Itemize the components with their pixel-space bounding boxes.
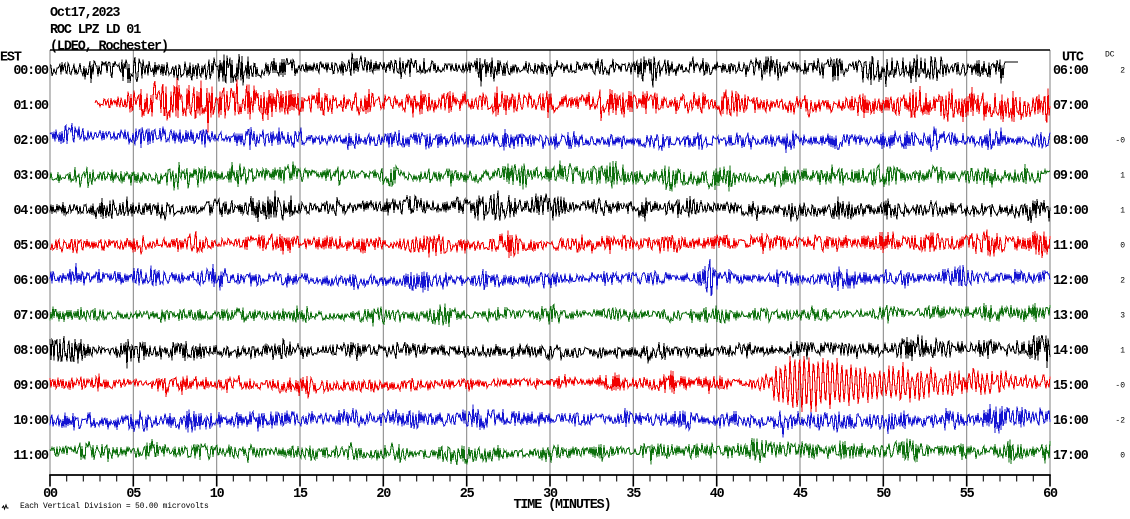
svg-text:EST: EST xyxy=(0,51,22,66)
svg-text:15: 15 xyxy=(293,487,308,502)
svg-text:1: 1 xyxy=(1120,207,1125,216)
svg-text:09:00: 09:00 xyxy=(1053,169,1089,184)
svg-text:11:00: 11:00 xyxy=(13,449,49,464)
svg-text:04:00: 04:00 xyxy=(13,204,49,219)
svg-text:55: 55 xyxy=(960,487,975,502)
svg-text:25: 25 xyxy=(460,487,475,502)
svg-text:Oct17,2023: Oct17,2023 xyxy=(50,6,120,21)
svg-text:05:00: 05:00 xyxy=(13,239,49,254)
svg-text:17:00: 17:00 xyxy=(1053,449,1089,464)
svg-text:10: 10 xyxy=(210,487,225,502)
svg-text:01:00: 01:00 xyxy=(13,99,49,114)
svg-text:-0: -0 xyxy=(1115,137,1125,146)
svg-text:12:00: 12:00 xyxy=(1053,274,1089,289)
svg-text:1: 1 xyxy=(1120,172,1125,181)
svg-text:2: 2 xyxy=(1120,67,1125,76)
svg-text:05: 05 xyxy=(126,487,141,502)
svg-text:09:00: 09:00 xyxy=(13,379,49,394)
svg-text:16:00: 16:00 xyxy=(1053,414,1089,429)
svg-text:00:00: 00:00 xyxy=(13,64,49,79)
svg-text:35: 35 xyxy=(626,487,641,502)
svg-text:06:00: 06:00 xyxy=(1053,64,1089,79)
svg-text:13:00: 13:00 xyxy=(1053,309,1089,324)
svg-text:02:00: 02:00 xyxy=(13,134,49,149)
svg-text:11:00: 11:00 xyxy=(1053,239,1089,254)
svg-text:30: 30 xyxy=(543,487,558,502)
svg-text:07:00: 07:00 xyxy=(1053,99,1089,114)
svg-text:15:00: 15:00 xyxy=(1053,379,1089,394)
svg-text:06:00: 06:00 xyxy=(13,274,49,289)
svg-text:10:00: 10:00 xyxy=(13,414,49,429)
svg-text:07:00: 07:00 xyxy=(13,309,49,324)
svg-text:3: 3 xyxy=(1120,312,1125,321)
svg-text:2: 2 xyxy=(1120,277,1125,286)
svg-text:UTC: UTC xyxy=(1062,51,1084,66)
svg-text:1: 1 xyxy=(1120,347,1125,356)
svg-text:00: 00 xyxy=(43,487,58,502)
svg-text:08:00: 08:00 xyxy=(1053,134,1089,149)
svg-text:03:00: 03:00 xyxy=(13,169,49,184)
svg-text:40: 40 xyxy=(710,487,725,502)
svg-text:08:00: 08:00 xyxy=(13,344,49,359)
svg-text:Each Vertical Division = 50.0: Each Vertical Division = 50.00 microvolt… xyxy=(20,502,209,511)
svg-text:(LDEO, Rochester): (LDEO, Rochester) xyxy=(50,40,168,55)
svg-text:0: 0 xyxy=(1120,242,1125,251)
svg-text:14:00: 14:00 xyxy=(1053,344,1089,359)
svg-text:45: 45 xyxy=(793,487,808,502)
svg-text:DC: DC xyxy=(1105,51,1115,60)
svg-text:60: 60 xyxy=(1043,487,1058,502)
svg-text:-0: -0 xyxy=(1115,382,1125,391)
svg-text:0: 0 xyxy=(1120,452,1125,461)
svg-text:20: 20 xyxy=(376,487,391,502)
svg-text:ROC LPZ LD 01: ROC LPZ LD 01 xyxy=(50,23,141,38)
svg-text:TIME (MINUTES): TIME (MINUTES) xyxy=(513,498,610,513)
svg-text:10:00: 10:00 xyxy=(1053,204,1089,219)
svg-text:50: 50 xyxy=(876,487,891,502)
svg-text:-2: -2 xyxy=(1115,417,1125,426)
